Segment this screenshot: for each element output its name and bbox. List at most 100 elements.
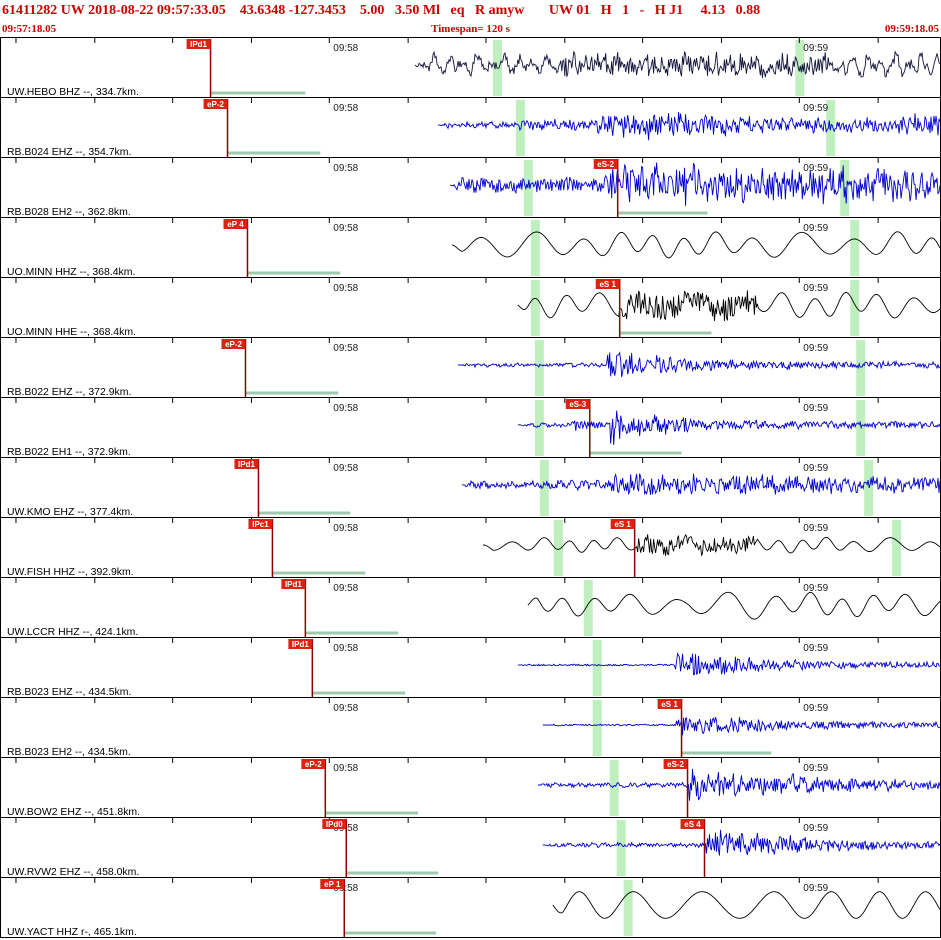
trace-row[interactable]: 09:58 09:59 eP-2 RB.B024 EHZ --, 354.7km. — [1, 97, 940, 157]
pick-flag-label: eS 1 — [599, 280, 616, 289]
waveform-trace[interactable] — [461, 472, 940, 496]
pick-flag[interactable] — [281, 579, 306, 589]
waveform-trace[interactable] — [458, 351, 940, 378]
time-label: 09:58 — [333, 103, 358, 114]
event-summary: 61411282 UW 2018-08-22 09:57:33.05 43.63… — [2, 3, 761, 18]
pick-flag[interactable] — [593, 159, 618, 169]
waveform-trace[interactable] — [527, 591, 940, 620]
waveform-trace[interactable] — [517, 290, 940, 322]
time-label: 09:59 — [803, 643, 828, 654]
station-label: RB.B028 EH2 --, 362.8km. — [7, 207, 131, 217]
station-label: UW.HEBO BHZ --, 334.7km. — [7, 87, 139, 97]
waveform-trace[interactable] — [517, 652, 940, 676]
trace-canvas: 09:58 09:59 IPd1 RB.B023 EHZ --, 434.5km. — [7, 638, 940, 697]
s-window-highlight — [534, 340, 544, 396]
station-label: RB.B024 EHZ --, 354.7km. — [7, 147, 131, 157]
trace-canvas: 09:58 09:59 IPd1 UW.KMO EHZ --, 377.4km. — [7, 458, 940, 517]
time-label: 09:58 — [333, 403, 358, 414]
waveform-trace[interactable] — [438, 112, 940, 141]
station-label: UW.KMO EHZ --, 377.4km. — [7, 507, 133, 517]
trace-row[interactable]: 09:58 09:59 eP-2 RB.B022 EHZ --, 372.9km. — [1, 337, 940, 397]
pick-flag[interactable] — [234, 459, 259, 469]
station-label: RB.B022 EHZ --, 372.9km. — [7, 387, 131, 397]
s-window-highlight — [856, 400, 866, 456]
waveform-trace[interactable] — [552, 891, 940, 919]
trace-row[interactable]: 09:58 09:59 IPd1 RB.B023 EHZ --, 434.5km. — [1, 637, 940, 697]
trace-row[interactable]: 09:58 09:59 IPd1 UW.KMO EHZ --, 377.4km. — [1, 457, 940, 517]
station-label: UW.YACT HHZ r-, 465.1km. — [7, 927, 137, 937]
pick-flag[interactable] — [223, 219, 248, 229]
pick-flag[interactable] — [248, 519, 273, 529]
pick-flag-label: eS 1 — [614, 520, 631, 529]
s-window-highlight — [609, 760, 619, 816]
time-label: 09:59 — [803, 583, 828, 594]
station-label: UW.LCCR HHZ --, 424.1km. — [7, 627, 138, 637]
time-label: 09:59 — [803, 163, 828, 174]
time-label: 09:58 — [333, 643, 358, 654]
pick-flag[interactable] — [680, 819, 705, 829]
pick-flag[interactable] — [565, 399, 590, 409]
station-label: UW.BOW2 EHZ --, 451.8km. — [7, 807, 140, 817]
pick-flag-label: IPd1 — [285, 580, 302, 589]
waveform-trace[interactable] — [537, 768, 940, 801]
pick-flag[interactable] — [203, 99, 228, 109]
trace-canvas: 09:58 09:59 eP 4 UO.MINN HHZ --, 368.4km. — [7, 218, 940, 277]
pick-flag-label: eS-3 — [569, 400, 586, 409]
waveform-trace[interactable] — [482, 534, 940, 557]
pick-flag-label: IPd0 — [326, 820, 343, 829]
trace-canvas: 09:58 09:59 eS 1 UO.MINN HHE --, 368.4km. — [7, 278, 940, 337]
pick-flag[interactable] — [301, 759, 326, 769]
pick-flag[interactable] — [186, 39, 211, 49]
time-label: 09:58 — [333, 883, 358, 894]
pick-flag-label: eS-2 — [597, 160, 614, 169]
trace-list: 09:58 09:59 IPd1 UW.HEBO BHZ --, 334.7km. 09… — [0, 37, 941, 938]
time-label: 09:59 — [803, 763, 828, 774]
trace-row[interactable]: 09:58 09:59 eS-3 RB.B022 EH1 --, 372.9km. — [1, 397, 940, 457]
pick-flag[interactable] — [322, 819, 347, 829]
trace-row[interactable]: 09:58 09:59 eP 4 UO.MINN HHZ --, 368.4km. — [1, 217, 940, 277]
station-label: RB.B023 EH2 --, 434.5km. — [7, 747, 131, 757]
trace-canvas: 09:58 09:59 eP-2 eS-2 UW.BOW2 EHZ --, 451.8k… — [7, 758, 940, 817]
time-label: 09:58 — [333, 343, 358, 354]
s-window-highlight — [530, 220, 540, 276]
pick-flag[interactable] — [610, 519, 635, 529]
time-label: 09:59 — [803, 883, 828, 894]
trace-row[interactable]: 09:58 09:59 eP-2 eS-2 UW.BOW2 EHZ --, 451.8k… — [1, 757, 940, 817]
pick-flag-label: eS 1 — [661, 700, 678, 709]
pick-flag-label: IPd1 — [292, 640, 309, 649]
trace-row[interactable]: 09:58 09:59 eS-2 RB.B028 EH2 --, 362.8km. — [1, 157, 940, 217]
pick-flag[interactable] — [320, 879, 345, 889]
waveform-trace[interactable] — [517, 410, 940, 446]
waveform-trace[interactable] — [451, 231, 940, 259]
trace-row[interactable]: 09:58 09:59 IPd1 UW.LCCR HHZ --, 424.1km. — [1, 577, 940, 637]
trace-row[interactable]: 09:58 09:59 IPc1 eS 1 UW.FISH HHZ --, 392.9k… — [1, 517, 940, 577]
pick-flag-label: eP-2 — [305, 760, 322, 769]
trace-row[interactable]: 09:58 09:59 eS 1 UO.MINN HHE --, 368.4km. — [1, 277, 940, 337]
pick-flag-label: eP 1 — [324, 880, 341, 889]
pick-flag[interactable] — [663, 759, 688, 769]
pick-flag[interactable] — [221, 339, 246, 349]
time-label: 09:59 — [803, 283, 828, 294]
trace-canvas: 09:58 09:59 eS 1 RB.B023 EH2 --, 434.5km. — [7, 698, 940, 757]
trace-row[interactable]: 09:58 09:59 IPd1 UW.HEBO BHZ --, 334.7km. — [1, 37, 940, 97]
waveform-trace[interactable] — [542, 829, 940, 856]
pick-flag-label: eS-2 — [667, 760, 684, 769]
pick-flag[interactable] — [288, 639, 313, 649]
pick-flag[interactable] — [595, 279, 620, 289]
trace-row[interactable]: 09:58 09:59 eS 1 RB.B023 EH2 --, 434.5km. — [1, 697, 940, 757]
time-label: 09:58 — [333, 763, 358, 774]
waveform-trace[interactable] — [542, 717, 940, 736]
time-label: 09:58 — [333, 523, 358, 534]
station-label: RB.B023 EHZ --, 434.5km. — [7, 687, 131, 697]
pick-flag-label: eP-2 — [207, 100, 224, 109]
trace-canvas: 09:58 09:59 IPd1 UW.LCCR HHZ --, 424.1km. — [7, 578, 940, 637]
pick-flag[interactable] — [657, 699, 682, 709]
trace-row[interactable]: 09:58 09:59 eP 1 UW.YACT HHZ r-, 465.1km. — [1, 877, 940, 937]
time-label: 09:58 — [333, 583, 358, 594]
waveform-trace[interactable] — [414, 50, 940, 79]
s-window-highlight — [850, 280, 860, 336]
waveform-trace[interactable] — [449, 162, 940, 206]
